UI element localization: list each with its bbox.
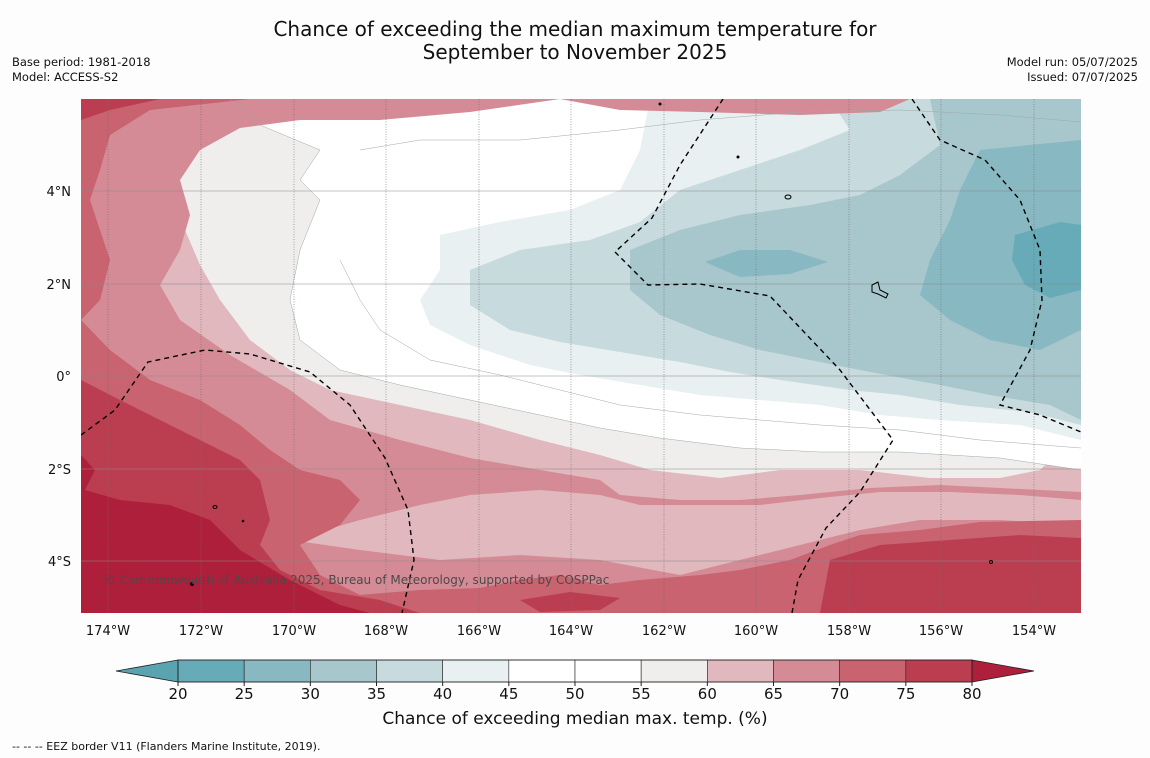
lon-label: 154°W: [1012, 624, 1056, 639]
latitude-labels: 4°N 2°N 0° 2°S 4°S: [47, 185, 72, 570]
lat-label: 4°N: [47, 185, 72, 200]
colorbar-cell: [839, 659, 907, 683]
colorbar-cell: [177, 659, 245, 683]
colorbar-low-extend: [115, 659, 179, 683]
band-65-70-cap: [560, 99, 910, 115]
lat-label: 0°: [56, 370, 71, 385]
contour-line-1: [229, 99, 1081, 471]
colorbar-cell: [376, 659, 443, 683]
latitude-lines: [81, 190, 1081, 562]
lon-label: 174°W: [86, 624, 130, 639]
eez-borders: [81, 99, 1081, 613]
band-75-80-north: [81, 99, 160, 120]
colorbar-tick-label: 50: [565, 685, 584, 703]
islands: [190, 102, 993, 586]
eez-footnote: -- -- -- EEZ border V11 (Flanders Marine…: [12, 740, 321, 753]
colorbar-ticks: 20 25 30 35 40 45 50 55 60 65 70 75 80: [168, 682, 982, 703]
lon-label: 162°W: [642, 624, 686, 639]
colorbar-cells: [177, 659, 973, 683]
band-25-30-patch: [705, 250, 828, 277]
island-dot-3: [736, 155, 740, 159]
lon-label: 164°W: [549, 624, 593, 639]
band-60-65-south: [290, 490, 1081, 575]
colorbar-tick-label: 75: [896, 685, 915, 703]
colorbar-tick-label: 55: [632, 685, 651, 703]
meta-right: Model run: 05/07/2025 Issued: 07/07/2025: [1007, 55, 1138, 85]
band-70-75: [81, 99, 250, 320]
lon-label: 168°W: [364, 624, 408, 639]
colorbar-tick-label: 65: [764, 685, 783, 703]
island-jarvis: [212, 505, 218, 509]
eez-border-west: [81, 349, 415, 613]
colorbar-tick-label: 25: [235, 685, 254, 703]
island-kiritimati: [871, 281, 889, 299]
colorbar-cell: [905, 659, 973, 683]
colorbar: 20 25 30 35 40 45 50 55 60 65 70 75 80: [115, 659, 1035, 703]
colorbar-cell: [574, 659, 642, 683]
map-panel: © Commonwealth of Australia 2025, Bureau…: [81, 99, 1081, 613]
eez-border-east: [911, 99, 1081, 433]
contour-line-3: [339, 259, 1081, 449]
graticule: [107, 99, 1035, 613]
band-above-80: [81, 455, 370, 613]
colorbar-tick-label: 45: [499, 685, 518, 703]
colorbar-cell: [773, 659, 840, 683]
band-25-30: [920, 140, 1081, 350]
colorbar-cell: [243, 659, 311, 683]
lat-label: 2°S: [48, 463, 71, 478]
model-text: Model: ACCESS-S2: [12, 70, 119, 84]
colorbar-high-extend: [971, 659, 1035, 683]
island-dot-5: [241, 519, 245, 523]
chart-title: Chance of exceeding the median maximum t…: [0, 18, 1150, 64]
colorbar-tick-label: 80: [962, 685, 981, 703]
lon-label: 172°W: [179, 624, 223, 639]
colorbar-tick-label: 30: [301, 685, 320, 703]
lon-label: 156°W: [919, 624, 963, 639]
band-20-25: [1012, 222, 1081, 298]
lon-label: 158°W: [827, 624, 871, 639]
model-run-text: Model run: 05/07/2025: [1006, 55, 1138, 69]
base-period-text: Base period: 1981-2018: [12, 55, 151, 69]
issued-text: Issued: 07/07/2025: [1027, 70, 1138, 84]
colorbar-cell: [442, 659, 510, 683]
band-75-80-mid: [520, 592, 620, 612]
meta-left: Base period: 1981-2018 Model: ACCESS-S2: [12, 55, 151, 85]
island-tabuaeran: [784, 194, 792, 200]
longitude-labels: 174°W 172°W 170°W 168°W 166°W 164°W 162°…: [86, 624, 1056, 639]
island-dot-1: [190, 582, 194, 586]
colorbar-cell: [310, 659, 377, 683]
lon-label: 160°W: [734, 624, 778, 639]
colorbar-tick-label: 20: [168, 685, 187, 703]
colorbar-tick-label: 35: [367, 685, 386, 703]
lat-label: 4°S: [48, 555, 71, 570]
eez-border-central: [613, 99, 894, 613]
island-dot-4: [989, 560, 993, 564]
contour-line-2: [359, 109, 1081, 151]
chart-title-line-1: Chance of exceeding the median maximum t…: [273, 17, 877, 41]
colorbar-label: Chance of exceeding median max. temp. (%…: [382, 709, 768, 729]
chart-title-line-2: September to November 2025: [422, 40, 728, 64]
lat-label: 2°N: [47, 278, 72, 293]
colorbar-cell: [707, 659, 774, 683]
colorbar-tick-label: 40: [433, 685, 452, 703]
lon-label: 170°W: [272, 624, 316, 639]
copyright-text: © Commonwealth of Australia 2025, Bureau…: [104, 573, 609, 587]
lon-label: 166°W: [457, 624, 501, 639]
colorbar-cell: [508, 659, 576, 683]
band-75-80-southeast: [820, 535, 1081, 613]
colorbar-tick-label: 70: [830, 685, 849, 703]
colorbar-tick-label: 60: [698, 685, 717, 703]
colorbar-cell: [640, 659, 708, 683]
island-dot-2: [658, 102, 662, 106]
